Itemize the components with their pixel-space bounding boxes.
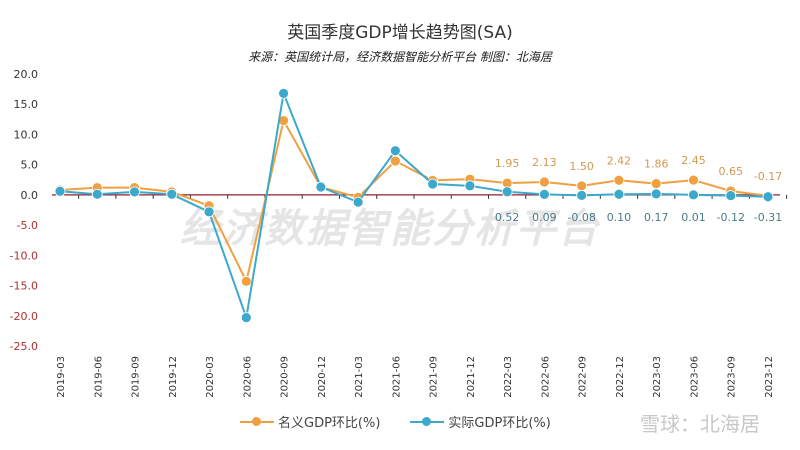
y-tick-label: 5.0 bbox=[21, 159, 39, 172]
data-point bbox=[576, 189, 588, 201]
data-point bbox=[539, 176, 550, 188]
x-tick-label: 2019-12 bbox=[168, 356, 179, 398]
data-label: -0.08 bbox=[567, 211, 595, 224]
x-tick-label: 2020-03 bbox=[205, 356, 216, 398]
y-tick-label: 20.0 bbox=[14, 68, 39, 81]
y-tick-label: -15.0 bbox=[10, 280, 38, 293]
y-tick-label: -10.0 bbox=[10, 249, 38, 262]
data-label: -0.31 bbox=[754, 211, 782, 224]
data-label: 0.52 bbox=[495, 211, 520, 224]
data-point bbox=[240, 275, 252, 287]
x-tick-label: 2020-09 bbox=[280, 356, 291, 398]
data-point bbox=[650, 178, 662, 190]
data-point bbox=[576, 180, 588, 192]
data-point bbox=[725, 190, 737, 202]
data-point bbox=[54, 185, 66, 197]
series-line bbox=[59, 89, 769, 318]
data-point bbox=[762, 191, 774, 203]
x-tick-label: 2021-09 bbox=[429, 356, 440, 398]
data-point bbox=[91, 188, 103, 200]
y-tick-label: 10.0 bbox=[14, 128, 39, 141]
y-tick-label: -20.0 bbox=[10, 310, 38, 323]
data-point bbox=[613, 174, 625, 186]
legend-item-real[interactable]: 实际GDP环比(%) bbox=[410, 412, 551, 431]
x-tick-label: 2023-03 bbox=[652, 356, 663, 398]
data-label: 0.09 bbox=[532, 211, 557, 224]
legend-label: 名义GDP环比(%) bbox=[278, 416, 381, 431]
chart-title: 英国季度GDP增长趋势图(SA) bbox=[287, 23, 513, 43]
data-label: 2.42 bbox=[607, 154, 632, 167]
y-tick-label: -25.0 bbox=[10, 340, 38, 353]
data-label: 1.86 bbox=[644, 158, 669, 171]
data-point bbox=[427, 178, 439, 190]
data-point bbox=[203, 206, 215, 218]
data-point bbox=[539, 188, 550, 200]
legend: 名义GDP环比(%) 实际GDP环比(%) bbox=[240, 412, 551, 431]
x-tick-label: 2023-12 bbox=[764, 356, 775, 398]
data-point bbox=[352, 196, 364, 208]
x-tick-label: 2021-03 bbox=[354, 356, 365, 398]
y-tick-label: 0.0 bbox=[21, 189, 39, 202]
data-point bbox=[166, 188, 178, 200]
data-point bbox=[688, 189, 699, 201]
x-tick-label: 2022-06 bbox=[540, 356, 551, 398]
legend-swatch bbox=[410, 416, 445, 426]
data-label: -0.17 bbox=[754, 170, 782, 183]
x-tick-label: 2023-09 bbox=[727, 356, 738, 398]
x-tick-label: 2019-06 bbox=[93, 356, 104, 398]
data-point bbox=[650, 188, 662, 200]
data-label: 1.95 bbox=[495, 157, 520, 170]
data-label: 2.13 bbox=[532, 156, 557, 169]
data-label: 0.17 bbox=[644, 211, 669, 224]
legend-swatch bbox=[240, 416, 274, 426]
data-label: 0.10 bbox=[607, 211, 632, 224]
data-label: 1.50 bbox=[569, 160, 594, 173]
data-point bbox=[129, 186, 140, 198]
watermark: 经济数据智能分析平台 bbox=[180, 206, 600, 252]
data-point bbox=[389, 145, 401, 157]
data-point bbox=[464, 180, 476, 192]
x-tick-label: 2022-12 bbox=[615, 356, 626, 398]
data-point bbox=[613, 188, 625, 200]
chart-subtitle: 来源：英国统计局，经济数据智能分析平台 制图：北海居 bbox=[248, 50, 552, 64]
data-point bbox=[501, 186, 513, 198]
legend-item-nominal[interactable]: 名义GDP环比(%) bbox=[240, 412, 380, 431]
x-tick-label: 2019-09 bbox=[131, 356, 142, 398]
x-tick-label: 2020-12 bbox=[317, 356, 328, 398]
data-label: 0.01 bbox=[681, 211, 706, 224]
y-tick-label: -5.0 bbox=[17, 219, 38, 232]
x-tick-label: 2021-12 bbox=[466, 356, 477, 398]
data-point bbox=[278, 87, 289, 99]
brand-watermark: 雪球：北海居 bbox=[640, 412, 760, 436]
x-tick-label: 2022-09 bbox=[578, 356, 589, 398]
series-line bbox=[59, 117, 769, 285]
data-label: 2.45 bbox=[681, 154, 706, 167]
x-tick-label: 2022-03 bbox=[503, 356, 514, 398]
x-tick-label: 2019-03 bbox=[56, 356, 67, 398]
x-tick-label: 2023-06 bbox=[689, 356, 700, 398]
data-label: -0.12 bbox=[717, 211, 745, 224]
data-point bbox=[315, 181, 327, 193]
y-tick-label: 15.0 bbox=[14, 98, 39, 111]
x-tick-label: 2021-06 bbox=[391, 356, 402, 398]
legend-label: 实际GDP环比(%) bbox=[448, 416, 551, 431]
data-point bbox=[240, 312, 252, 323]
x-tick-label: 2020-06 bbox=[242, 356, 253, 398]
data-point bbox=[389, 155, 401, 167]
data-point bbox=[688, 174, 699, 186]
data-label: 0.65 bbox=[718, 165, 743, 178]
